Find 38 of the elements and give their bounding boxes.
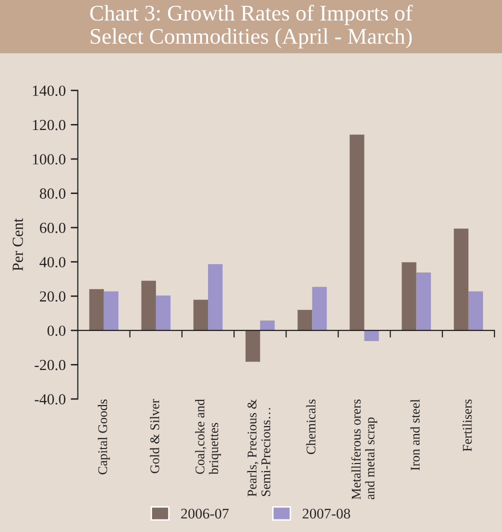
chart-title: Chart 3: Growth Rates of Imports of Select Commodities (April - March) (90, 4, 413, 48)
bar (402, 262, 416, 330)
legend-label: 2007-08 (302, 508, 350, 519)
x-tick-label: Iron and steel (410, 399, 420, 470)
bar (312, 286, 327, 330)
y-tick-label: -40.0 (34, 394, 66, 405)
y-tick-label: 20.0 (40, 291, 66, 302)
bar (193, 300, 208, 330)
y-tick-label: 100.0 (32, 154, 66, 165)
x-tick-label: Pearls, Precious & Semi-Precious… (247, 399, 270, 496)
y-tick-label: 60.0 (40, 222, 66, 234)
legend-label: 2006-07 (181, 508, 229, 519)
bar (89, 289, 104, 330)
bar (350, 134, 364, 330)
x-tick-label: Chemicals (306, 399, 316, 454)
bar (468, 291, 484, 330)
bar (260, 320, 275, 330)
bar (246, 330, 260, 362)
bar (364, 330, 379, 342)
bar (104, 291, 118, 330)
bar (156, 295, 171, 330)
x-tick-label: Capital Goods (98, 399, 110, 474)
x-tick-label: Gold & Silver (150, 399, 160, 474)
bar (454, 228, 468, 330)
y-tick-label: 0.0 (47, 326, 66, 336)
bar (208, 264, 223, 330)
x-tick-label: Fertilisers (462, 399, 472, 452)
y-tick-label: 80.0 (40, 188, 66, 199)
y-tick-label: 40.0 (40, 257, 66, 268)
bar (298, 310, 312, 330)
y-axis-title: Per Cent (12, 218, 23, 271)
bar (416, 272, 431, 330)
y-tick-label: 140.0 (32, 86, 66, 96)
y-tick-label: -20.0 (34, 360, 66, 370)
bar (141, 280, 156, 330)
x-tick-label: Metalliferous orers and metal scrap (351, 399, 378, 500)
x-tick-label: Coal,coke and briquettes (195, 399, 221, 474)
y-tick-label: 120.0 (32, 120, 66, 130)
